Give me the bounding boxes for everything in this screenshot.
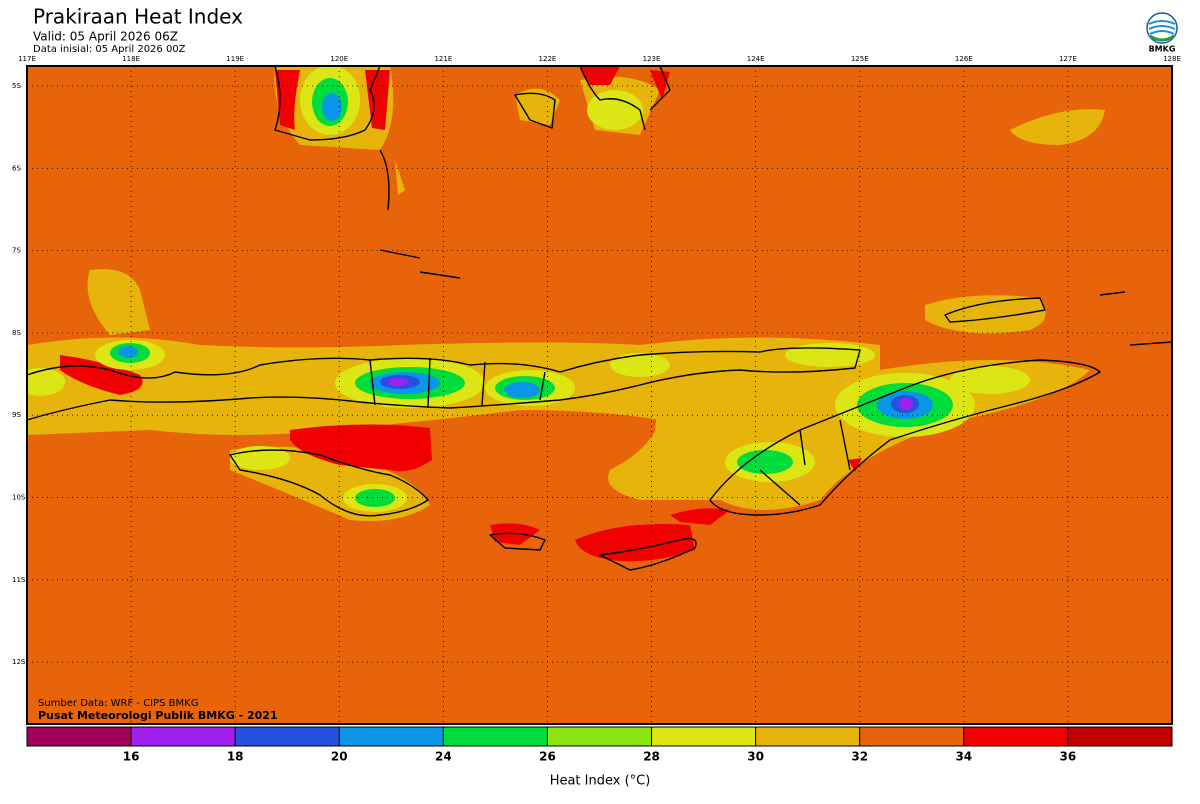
- lon-label: 122E: [539, 55, 557, 63]
- colorbar-title: Heat Index (°C): [550, 774, 651, 789]
- credit-note: Pusat Meteorologi Publik BMKG - 2021: [38, 709, 278, 722]
- colorbar-tick-label: 18: [227, 750, 244, 764]
- colorbar-tick-label: 34: [955, 750, 972, 764]
- lon-label: 117E: [18, 55, 36, 63]
- lon-label: 118E: [122, 55, 140, 63]
- lon-label: 120E: [330, 55, 348, 63]
- lon-label: 119E: [226, 55, 244, 63]
- lat-label: 6S: [12, 164, 21, 172]
- lon-label: 121E: [434, 55, 452, 63]
- colorbar-tick-label: 20: [331, 750, 348, 764]
- title: Prakiraan Heat Index: [33, 5, 243, 29]
- colorbar-tick-label: 30: [747, 750, 764, 764]
- colorbar-swatch: [546, 726, 653, 747]
- colorbar-swatch: [651, 726, 757, 747]
- colorbar-swatch: [130, 726, 236, 747]
- init-time: Data inisial: 05 April 2026 00Z: [33, 44, 186, 55]
- logo-text: BMKG: [1149, 45, 1176, 54]
- graticule: 117E 118E 119E 120E 121E 122E 123E 124E 125E 126E…: [12, 55, 1181, 724]
- colorbar: 16 18 20 24 26 28 30 32 34 36: [26, 726, 1173, 764]
- lat-label: 10S: [12, 494, 26, 502]
- colorbar-tick-label: 24: [435, 750, 452, 764]
- lat-label: 7S: [12, 247, 21, 255]
- lon-label: 128E: [1163, 55, 1181, 63]
- lon-label: 127E: [1059, 55, 1077, 63]
- lat-label: 8S: [12, 329, 21, 337]
- colorbar-tick-label: 16: [123, 750, 140, 764]
- heat-field: [27, 66, 1172, 724]
- colorbar-swatch: [1067, 726, 1173, 747]
- colorbar-swatch: [442, 726, 548, 747]
- colorbar-swatch: [26, 726, 132, 747]
- colorbar-swatch: [859, 726, 965, 747]
- colorbar-tick-label: 36: [1060, 750, 1077, 764]
- lat-label: 9S: [12, 411, 21, 419]
- lon-label: 124E: [747, 55, 765, 63]
- colorbar-swatch: [963, 726, 1069, 747]
- lon-label: 125E: [851, 55, 869, 63]
- lat-label: 5S: [12, 82, 21, 90]
- logo: BMKG: [1146, 12, 1178, 54]
- map-frame: [26, 65, 1173, 725]
- source-note: Sumber Data: WRF - CIPS BMKG: [38, 698, 198, 709]
- lon-label: 123E: [643, 55, 661, 63]
- colorbar-swatch: [234, 726, 340, 747]
- colorbar-swatch: [338, 726, 444, 747]
- valid-time: Valid: 05 April 2026 06Z: [33, 30, 178, 44]
- colorbar-tick-label: 32: [851, 750, 868, 764]
- lon-label: 126E: [955, 55, 973, 63]
- colorbar-tick-label: 26: [539, 750, 556, 764]
- colorbar-tick-label: 28: [643, 750, 660, 764]
- lat-label: 11S: [12, 576, 26, 584]
- colorbar-swatch: [755, 726, 861, 747]
- lat-label: 12S: [12, 658, 26, 666]
